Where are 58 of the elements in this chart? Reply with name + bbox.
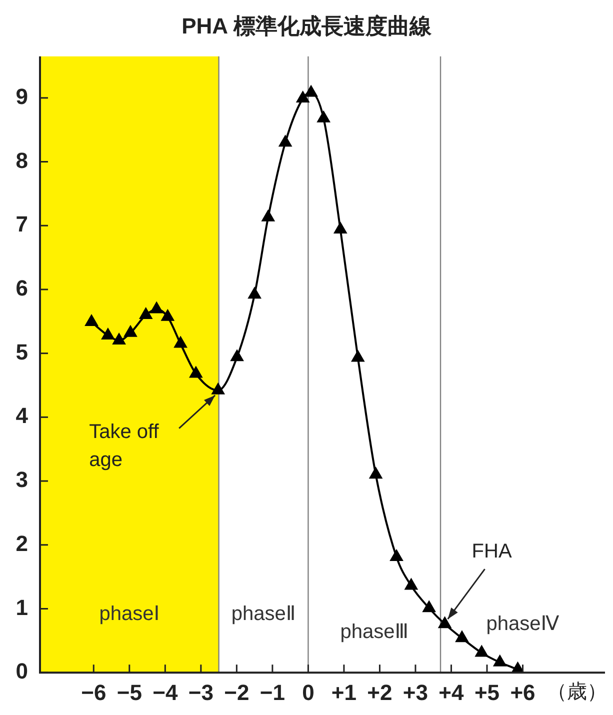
point <box>174 336 187 348</box>
point <box>212 383 224 394</box>
point <box>102 328 114 340</box>
y-tick-label: 8 <box>16 148 28 173</box>
point <box>304 86 318 97</box>
x-tick-label: +6 <box>510 680 536 705</box>
point <box>140 308 152 320</box>
band-label: phaseⅠ <box>99 603 160 626</box>
point <box>230 350 244 362</box>
point <box>317 111 330 122</box>
point <box>456 631 468 642</box>
point <box>161 310 174 321</box>
x-tick-label: −1 <box>260 680 285 705</box>
x-axis-title: （歳） <box>547 681 607 704</box>
x-tick-label: −6 <box>81 680 106 705</box>
y-tick-label: 4 <box>16 403 29 428</box>
point <box>494 655 506 666</box>
point <box>112 334 126 345</box>
y-tick-label: 7 <box>16 212 28 237</box>
point <box>85 315 98 326</box>
point <box>404 578 418 590</box>
y-tick-label: 3 <box>16 467 28 492</box>
y-tick-label: 2 <box>16 530 28 556</box>
point <box>422 601 436 612</box>
point <box>296 92 310 103</box>
y-tick-label: 1 <box>16 594 28 620</box>
annotation: phaseⅣ <box>486 613 560 636</box>
y-tick-label: 0 <box>16 658 28 684</box>
x-tick-label: +3 <box>402 680 428 705</box>
point <box>150 302 163 314</box>
annotation: phaseⅡ <box>231 603 296 626</box>
annotation: Take off age <box>89 420 160 471</box>
point <box>279 136 292 147</box>
point <box>262 210 274 222</box>
point <box>352 350 364 362</box>
x-tick-label: +1 <box>331 680 357 705</box>
point <box>370 468 382 479</box>
x-tick-label: −3 <box>188 680 214 705</box>
point <box>248 288 261 299</box>
point <box>390 550 403 562</box>
x-tick-label: −5 <box>116 680 142 705</box>
x-tick-label: −2 <box>224 680 250 705</box>
point <box>124 326 137 337</box>
x-tick-label: −4 <box>152 680 178 705</box>
point <box>334 222 347 234</box>
x-tick-label: +4 <box>438 680 465 705</box>
point <box>475 646 488 657</box>
chart-title: PHA 標準化成長速度曲線 <box>182 13 432 38</box>
annotation: FHA <box>472 540 512 563</box>
x-tick-label: +2 <box>367 680 392 705</box>
y-tick-label: 6 <box>16 276 28 301</box>
annotation: phaseⅢ <box>340 621 408 644</box>
x-tick-label: 0 <box>302 680 314 705</box>
x-tick-label: +5 <box>474 680 500 705</box>
y-tick-label: 5 <box>16 339 28 364</box>
point <box>438 617 451 628</box>
point <box>190 366 202 378</box>
y-tick-label: 9 <box>16 84 28 109</box>
